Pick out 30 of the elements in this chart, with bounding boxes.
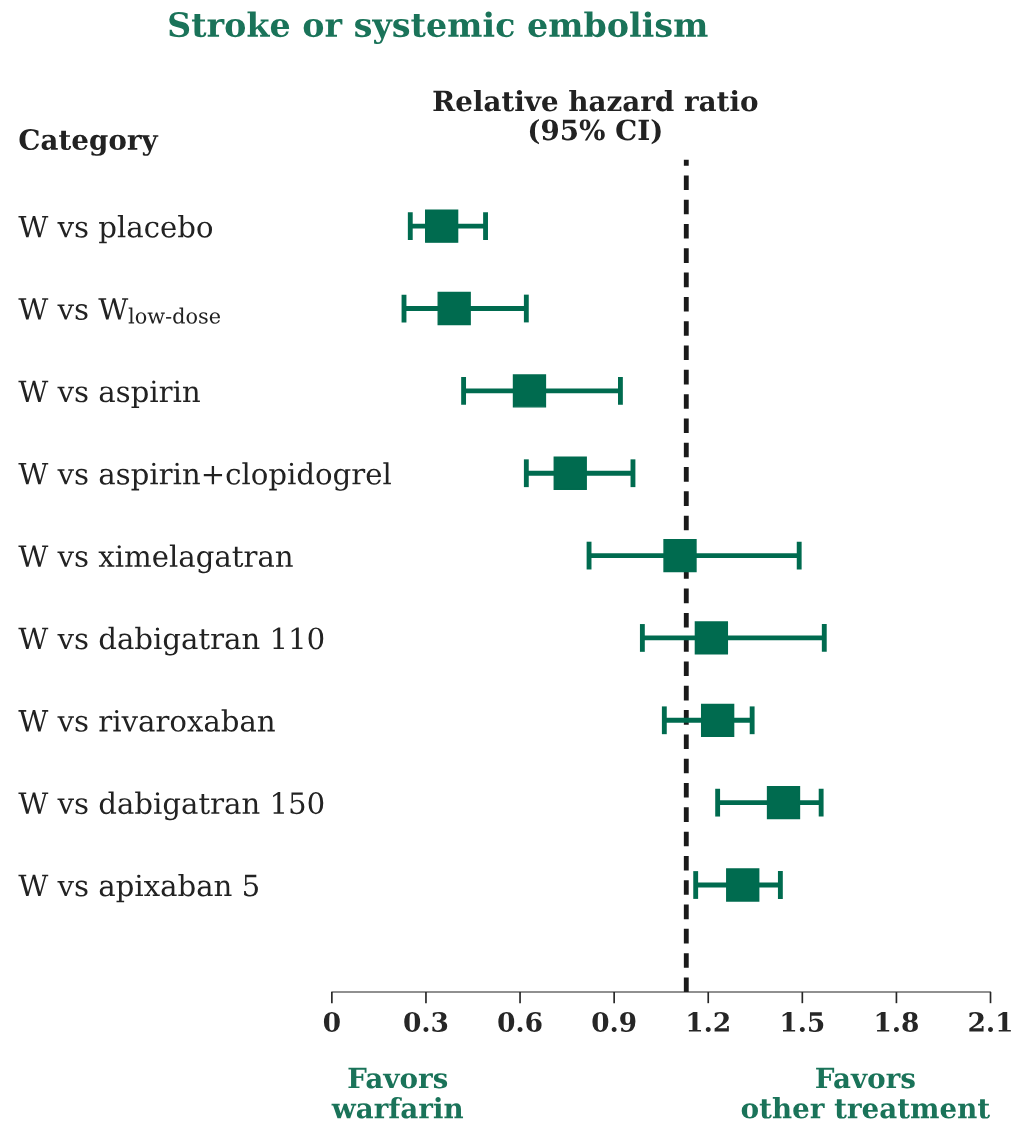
y-tick-label: W vs rivaroxaban — [18, 709, 275, 732]
point — [553, 456, 587, 490]
x-tick-label: 2.1 — [969, 1011, 1011, 1032]
y-tick-label: W vs ximelagatran — [18, 544, 293, 574]
point — [424, 209, 459, 243]
point — [437, 291, 471, 326]
text: Favors warfarin — [331, 1067, 464, 1119]
point — [700, 703, 735, 737]
x-tick-label: 0.6 — [498, 1011, 542, 1032]
y-tick-label: W vs aspirin — [18, 380, 200, 409]
point — [766, 785, 801, 820]
y-tick-label: W vs apixaban 5 — [18, 873, 258, 903]
x-tick-label: 1.8 — [876, 1011, 918, 1032]
y-axis-title: Category — [19, 129, 159, 156]
x-tick-label: 0 — [323, 1011, 340, 1032]
text: Favors other treatment — [741, 1067, 991, 1119]
point — [663, 538, 697, 573]
point — [512, 374, 547, 408]
y-tick-label: W vs placebo — [18, 215, 213, 244]
point — [726, 868, 760, 902]
x-tick-label: 1.2 — [688, 1011, 729, 1032]
y-tick-label: W vs aspirin+clopidogrel — [18, 462, 391, 491]
y-tick-label: W vs dabigatran 150 — [18, 791, 324, 821]
x-tick-label: 0.3 — [404, 1011, 448, 1032]
chart-title: Stroke or systemic embolism — [169, 11, 708, 45]
x-tick-label: 0.9 — [592, 1011, 636, 1032]
y-tick-label: W vs dabigatran 110 — [18, 626, 324, 656]
point — [694, 621, 729, 655]
x-tick-label: 1.5 — [782, 1011, 824, 1032]
x-axis-title: Relative hazard ratio (95% CI) — [433, 89, 758, 145]
